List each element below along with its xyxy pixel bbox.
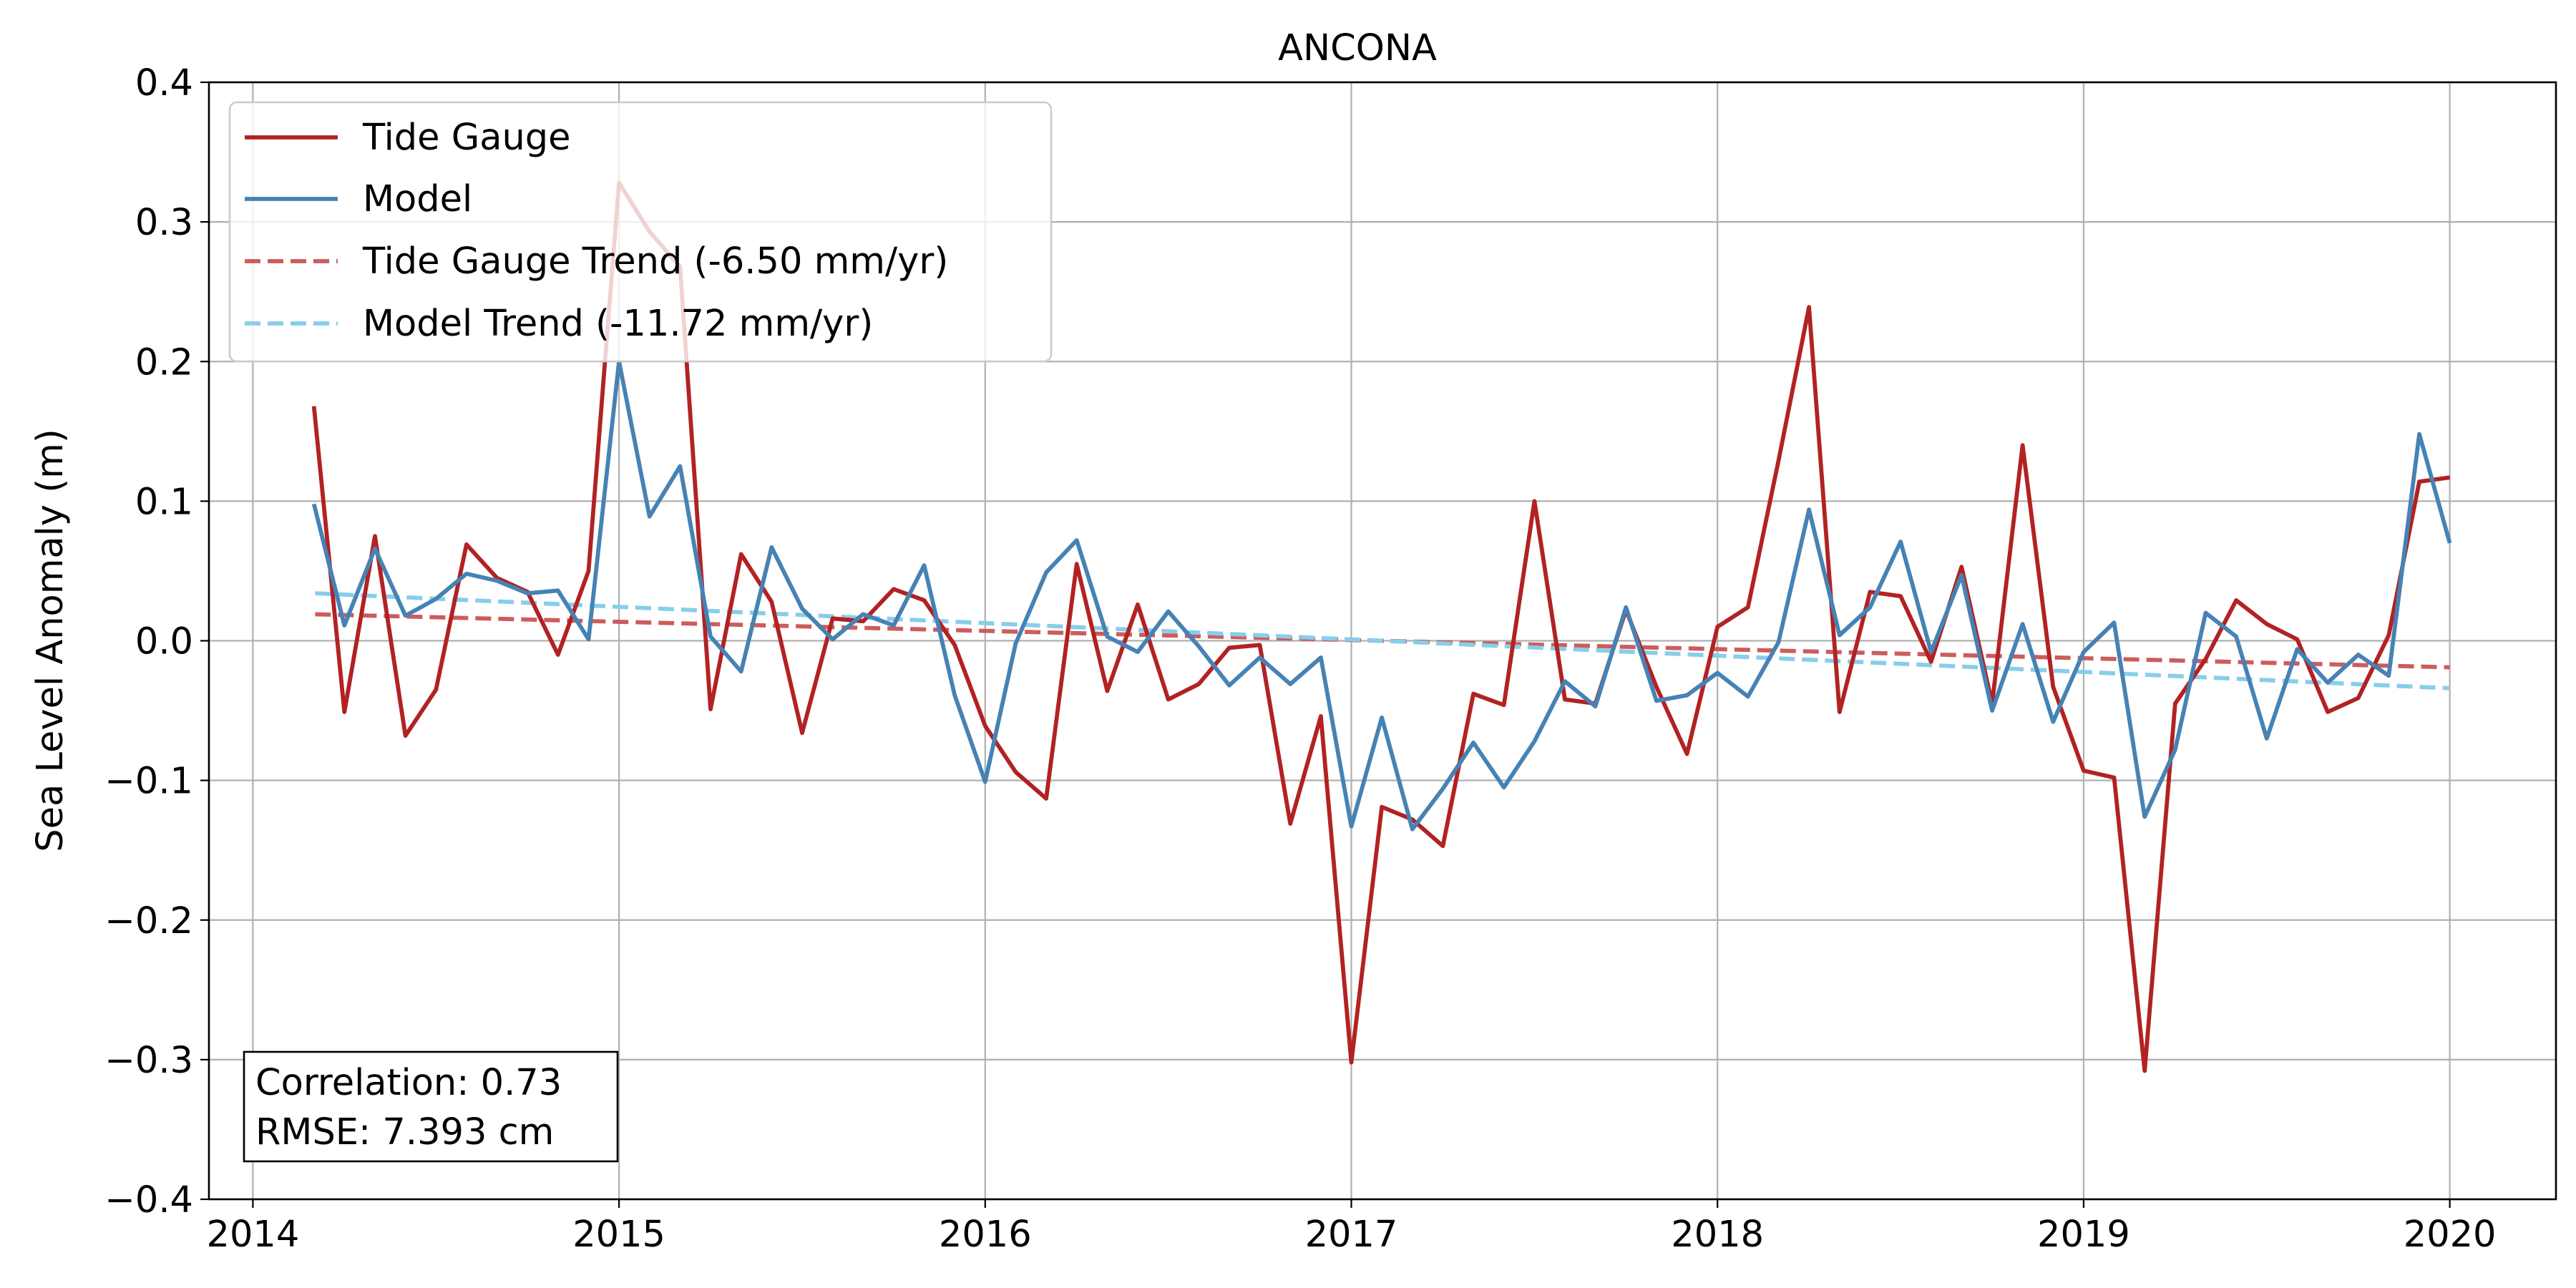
legend-label-model: Model — [363, 178, 472, 220]
y-tick-label: 0.2 — [135, 341, 193, 384]
x-tick-label: 2016 — [939, 1214, 1032, 1256]
x-tick-label: 2018 — [1671, 1214, 1764, 1256]
model-line — [311, 359, 2452, 831]
model-trend-line — [315, 591, 2450, 691]
y-tick-label: −0.1 — [104, 761, 193, 803]
trend-lines — [315, 591, 2450, 691]
y-tick-label: 0.0 — [135, 621, 193, 663]
rmse-text: RMSE: 7.393 cm — [255, 1111, 554, 1153]
chart-title: ANCONA — [1278, 27, 1437, 69]
stats-annotation: Correlation: 0.73 RMSE: 7.393 cm — [243, 1050, 619, 1163]
legend-frame — [228, 101, 1053, 363]
y-tick-label: 0.3 — [135, 202, 193, 244]
legend-label-tide-gauge-trend: Tide Gauge Trend (-6.50 mm/yr) — [362, 240, 948, 283]
legend: Tide Gauge Model Tide Gauge Trend (-6.50… — [228, 101, 1053, 363]
y-tick-label: −0.4 — [104, 1179, 193, 1221]
y-tick-label: −0.3 — [104, 1040, 193, 1082]
x-tick-label: 2015 — [572, 1214, 665, 1256]
legend-label-model-trend: Model Trend (-11.72 mm/yr) — [363, 303, 873, 345]
y-tick-label: 0.4 — [135, 62, 193, 104]
stats-box — [243, 1050, 619, 1163]
x-tick-label: 2014 — [207, 1214, 300, 1256]
grid-lines — [209, 81, 2556, 1201]
y-axis: −0.4 −0.3 −0.2 −0.1 0.0 0.1 0.2 0.3 0.4 — [104, 62, 209, 1221]
x-axis: 2014 2015 2016 2017 2018 2019 2020 — [207, 1199, 2497, 1256]
correlation-text: Correlation: 0.73 — [255, 1062, 562, 1104]
x-tick-label: 2020 — [2404, 1214, 2497, 1256]
x-tick-label: 2019 — [2037, 1214, 2130, 1256]
y-tick-label: −0.2 — [104, 900, 193, 942]
legend-label-tide-gauge: Tide Gauge — [362, 117, 571, 159]
y-axis-label: Sea Level Anomaly (m) — [29, 429, 72, 852]
x-tick-label: 2017 — [1305, 1214, 1398, 1256]
y-tick-label: 0.1 — [135, 481, 193, 523]
